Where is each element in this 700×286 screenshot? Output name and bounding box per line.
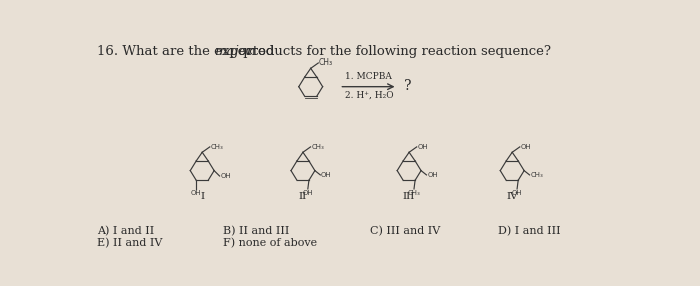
Text: A) I and II: A) I and II [97,226,154,236]
Text: OH: OH [191,190,202,196]
Text: products for the following reaction sequence?: products for the following reaction sequ… [239,45,551,58]
Text: B) II and III: B) II and III [223,226,290,236]
Text: 2. H⁺, H₂O: 2. H⁺, H₂O [344,91,393,100]
Text: OH: OH [417,144,428,150]
Text: OH: OH [321,172,332,178]
Text: I: I [200,192,204,201]
Text: F) none of above: F) none of above [223,238,317,248]
Text: IV: IV [506,192,518,201]
Text: CH₃: CH₃ [312,144,324,150]
Text: 16. What are the expected: 16. What are the expected [97,45,279,58]
Text: E) II and IV: E) II and IV [97,238,162,248]
Text: OH: OH [302,190,313,196]
Text: CH₃: CH₃ [407,190,421,196]
Text: CH₃: CH₃ [531,172,543,178]
Text: II: II [299,192,307,201]
Text: CH₃: CH₃ [211,144,223,150]
Text: 1. MCPBA: 1. MCPBA [345,72,392,81]
Text: III: III [403,192,415,201]
Text: OH: OH [512,190,522,196]
Text: OH: OH [220,173,231,179]
Text: C) III and IV: C) III and IV [370,226,440,236]
Text: major: major [214,45,253,58]
Text: D) I and III: D) I and III [498,226,561,236]
Text: OH: OH [521,144,531,150]
Text: CH₃: CH₃ [319,58,333,67]
Text: OH: OH [427,172,438,178]
Text: ?: ? [404,79,411,93]
